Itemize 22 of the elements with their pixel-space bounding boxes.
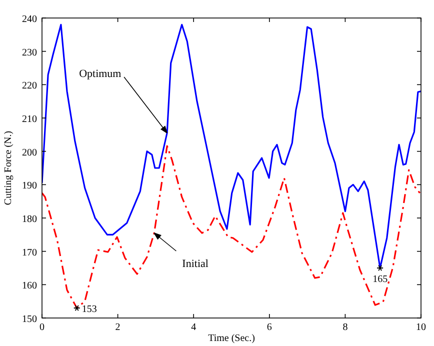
y-tick-label: 230 <box>22 47 37 58</box>
text: Initial <box>182 258 208 270</box>
y-tick-label: 160 <box>22 280 37 292</box>
y-tick-label: 200 <box>22 147 37 158</box>
x-axis-title: Time (Sec.) <box>208 333 255 344</box>
annotation: 153 <box>82 304 97 315</box>
x-tick-label: 10 <box>416 322 426 333</box>
y-tick-label: 180 <box>22 214 37 225</box>
y-tick-label: 190 <box>22 180 37 192</box>
annotation: 165 <box>372 274 388 285</box>
x-tick-label: 2 <box>115 322 120 333</box>
x-tick-label: 0 <box>40 322 44 333</box>
x-tick-label: 4 <box>191 322 196 333</box>
series-label: Optimum <box>79 68 122 80</box>
y-tick-label: 150 <box>22 314 37 325</box>
y-axis-title: Cutting Force (N.) <box>3 130 14 206</box>
x-tick-label: 6 <box>266 322 272 333</box>
y-tick-label: 240 <box>22 14 37 25</box>
x-tick-label: 8 <box>342 322 348 333</box>
y-tick-label: 210 <box>22 114 37 125</box>
y-tick-label: 220 <box>22 80 37 92</box>
y-tick-label: 170 <box>22 247 37 258</box>
